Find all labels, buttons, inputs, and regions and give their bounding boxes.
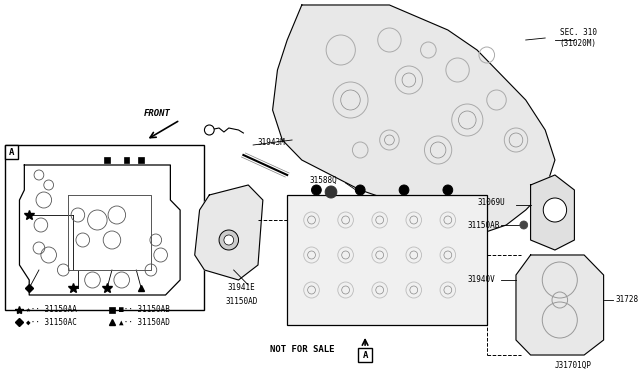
Text: ■·· 31150AB: ■·· 31150AB <box>119 305 170 314</box>
Text: 31728: 31728 <box>615 295 639 305</box>
Bar <box>104 157 110 163</box>
Text: ◆·· 31150AC: ◆·· 31150AC <box>26 317 77 327</box>
Polygon shape <box>195 185 263 280</box>
Bar <box>5 145 204 310</box>
Text: 31150AB: 31150AB <box>467 221 500 230</box>
Text: 31941E: 31941E <box>228 283 255 292</box>
Circle shape <box>520 221 527 229</box>
Text: SEC. 310
(31020M): SEC. 310 (31020M) <box>560 28 596 48</box>
Bar <box>5 145 19 159</box>
Circle shape <box>219 230 239 250</box>
Bar <box>287 195 487 325</box>
Text: A: A <box>362 350 368 359</box>
Text: 31069U: 31069U <box>477 198 505 206</box>
Text: A: A <box>9 148 14 157</box>
Bar <box>358 348 372 362</box>
Circle shape <box>312 185 321 195</box>
Text: 31943M: 31943M <box>258 138 285 147</box>
Circle shape <box>543 198 566 222</box>
Text: NOT FOR SALE: NOT FOR SALE <box>269 346 334 355</box>
Polygon shape <box>516 255 604 355</box>
Circle shape <box>443 185 452 195</box>
Text: ★·· 31150AA: ★·· 31150AA <box>26 305 77 314</box>
Circle shape <box>325 186 337 198</box>
Bar <box>138 157 144 163</box>
Polygon shape <box>531 175 574 250</box>
Text: 31940V: 31940V <box>467 276 495 285</box>
Circle shape <box>355 185 365 195</box>
Circle shape <box>204 125 214 135</box>
Text: 31588Q: 31588Q <box>310 176 337 185</box>
Circle shape <box>224 235 234 245</box>
Bar <box>124 157 129 163</box>
Text: ▲·· 31150AD: ▲·· 31150AD <box>119 317 170 327</box>
Text: 31150AD: 31150AD <box>225 298 258 307</box>
Text: FRONT: FRONT <box>144 109 171 118</box>
Polygon shape <box>273 5 555 235</box>
Text: J31701QP: J31701QP <box>555 360 592 369</box>
Bar <box>109 307 115 313</box>
Circle shape <box>399 185 409 195</box>
